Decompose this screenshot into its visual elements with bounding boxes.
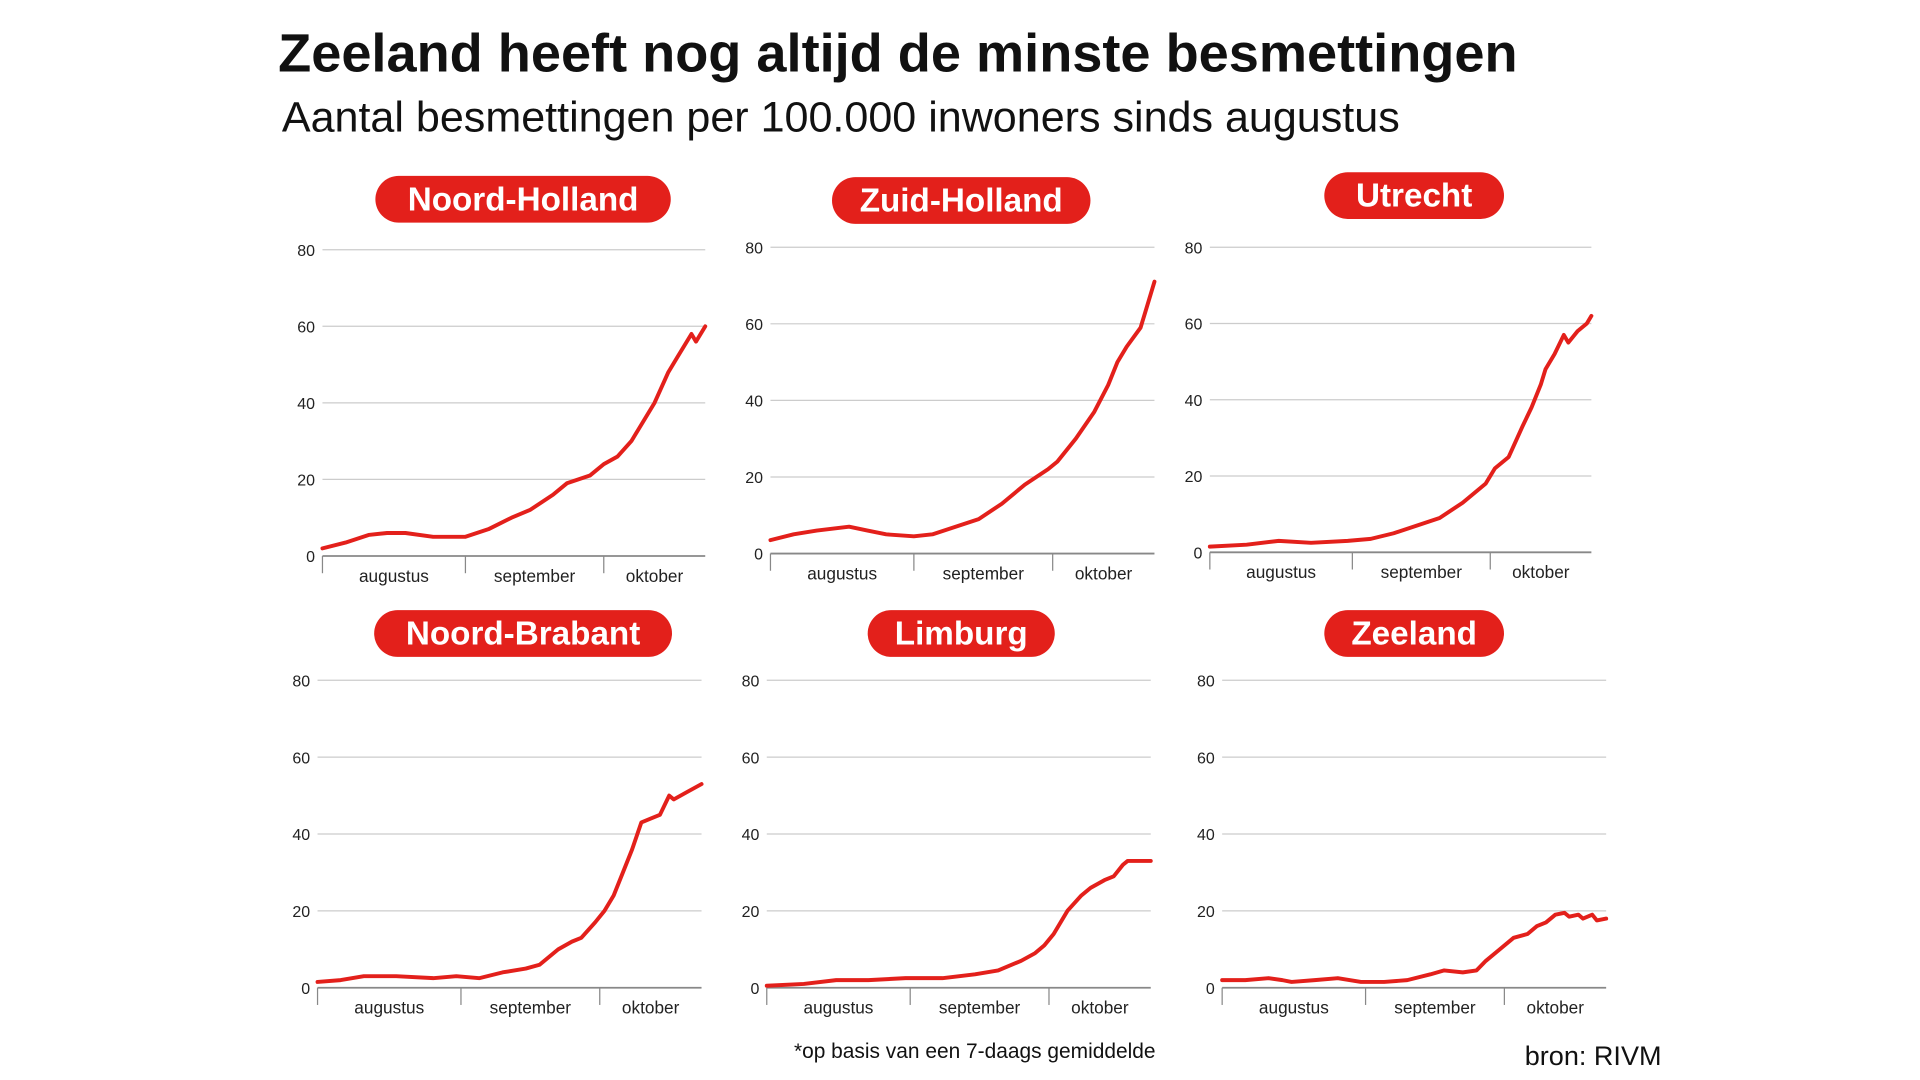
panel-limburg: Limburg 0 20 40 60 80 augustus september oktober bbox=[742, 610, 1153, 1018]
region-label-pill bbox=[375, 175, 671, 223]
x-tick-label: september bbox=[494, 566, 576, 586]
y-tick-label: 60 bbox=[1197, 750, 1215, 767]
y-tick-label: 80 bbox=[297, 243, 315, 260]
y-tick-label: 40 bbox=[297, 396, 315, 413]
y-tick-label: 20 bbox=[1197, 904, 1215, 921]
x-tick-label: september bbox=[943, 563, 1025, 583]
y-tick-label: 20 bbox=[1185, 469, 1203, 486]
x-tick-label: augustus bbox=[1246, 562, 1316, 582]
region-label: Limburg bbox=[895, 616, 1028, 653]
y-tick-label: 80 bbox=[742, 673, 760, 690]
x-tick-label: september bbox=[1381, 562, 1463, 582]
x-tick-label: oktober bbox=[1527, 998, 1585, 1018]
series-line bbox=[1207, 313, 1594, 549]
series-line bbox=[768, 279, 1157, 543]
y-tick-label: 0 bbox=[1206, 981, 1215, 998]
y-tick-label: 0 bbox=[1194, 545, 1203, 562]
chart-title: Zeeland heeft nog altijd de minste besme… bbox=[278, 23, 1517, 83]
y-tick-label: 80 bbox=[745, 240, 763, 257]
region-label-pill bbox=[867, 610, 1055, 657]
y-tick-label: 80 bbox=[1185, 240, 1203, 257]
x-tick-label: september bbox=[939, 998, 1021, 1018]
x-tick-label: oktober bbox=[1075, 563, 1133, 583]
y-tick-label: 60 bbox=[297, 319, 315, 336]
y-tick-label: 0 bbox=[754, 547, 763, 564]
y-tick-label: 20 bbox=[297, 473, 315, 490]
y-tick-label: 0 bbox=[301, 981, 310, 998]
y-tick-label: 40 bbox=[745, 394, 763, 411]
x-tick-label: oktober bbox=[626, 566, 684, 586]
x-tick-label: augustus bbox=[359, 566, 429, 586]
series-line bbox=[320, 324, 708, 551]
y-tick-label: 0 bbox=[306, 549, 315, 566]
x-tick-label: oktober bbox=[622, 998, 680, 1018]
region-label-pill bbox=[1324, 610, 1504, 657]
y-tick-label: 80 bbox=[1197, 673, 1215, 690]
series-line bbox=[1220, 910, 1609, 984]
region-label: Noord-Brabant bbox=[406, 616, 640, 653]
region-label: Noord-Holland bbox=[408, 181, 639, 218]
panel-noord-holland: Noord-Holland 0 20 40 60 80 augustus september o… bbox=[297, 175, 708, 586]
panel-noord-brabant: Noord-Brabant 0 20 40 60 80 augustus september o… bbox=[292, 610, 704, 1018]
x-tick-label: augustus bbox=[1259, 998, 1329, 1018]
x-tick-label: augustus bbox=[807, 563, 877, 583]
region-label: Utrecht bbox=[1356, 178, 1472, 215]
source-note: bron: RIVM bbox=[1525, 1041, 1662, 1071]
panel-utrecht: Utrecht 0 20 40 60 80 augustus september oktober bbox=[1185, 172, 1594, 582]
panel-zuid-holland: Zuid-Holland 0 20 40 60 80 augustus september ok… bbox=[745, 177, 1157, 583]
region-label-pill bbox=[374, 610, 672, 657]
region-label: Zuid-Holland bbox=[860, 183, 1063, 220]
footnote: *op basis van een 7-daags gemiddelde bbox=[794, 1040, 1156, 1063]
x-tick-label: oktober bbox=[1512, 562, 1570, 582]
y-tick-label: 40 bbox=[742, 827, 760, 844]
y-tick-label: 80 bbox=[292, 673, 310, 690]
y-tick-label: 20 bbox=[745, 470, 763, 487]
x-tick-label: september bbox=[490, 998, 572, 1018]
panel-zeeland: Zeeland 0 20 40 60 80 augustus september oktober bbox=[1197, 610, 1609, 1018]
y-tick-label: 60 bbox=[292, 750, 310, 767]
x-tick-label: september bbox=[1394, 998, 1476, 1018]
region-label-pill bbox=[1324, 172, 1504, 219]
y-tick-label: 40 bbox=[1185, 393, 1203, 410]
x-tick-label: augustus bbox=[804, 998, 874, 1018]
y-tick-label: 60 bbox=[745, 317, 763, 334]
series-line bbox=[764, 858, 1153, 988]
y-tick-label: 40 bbox=[292, 827, 310, 844]
x-tick-label: oktober bbox=[1071, 998, 1129, 1018]
small-multiples: Noord-Holland 0 20 40 60 80 augustus september o… bbox=[292, 172, 1609, 1018]
y-tick-label: 40 bbox=[1197, 827, 1215, 844]
series-line bbox=[315, 782, 704, 984]
y-tick-label: 0 bbox=[750, 981, 759, 998]
x-tick-label: augustus bbox=[354, 998, 424, 1018]
y-tick-label: 60 bbox=[742, 750, 760, 767]
chart-subtitle: Aantal besmettingen per 100.000 inwoners… bbox=[282, 94, 1400, 142]
y-tick-label: 60 bbox=[1185, 317, 1203, 334]
y-tick-label: 20 bbox=[292, 904, 310, 921]
region-label: Zeeland bbox=[1351, 616, 1477, 653]
region-label-pill bbox=[832, 177, 1091, 224]
y-tick-label: 20 bbox=[742, 904, 760, 921]
